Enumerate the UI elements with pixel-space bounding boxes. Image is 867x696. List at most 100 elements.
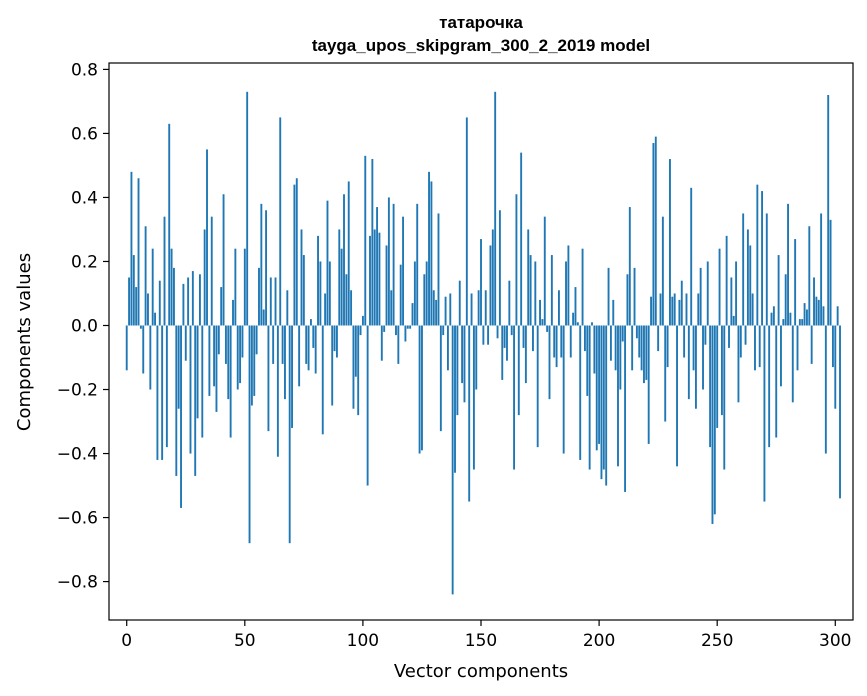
bar bbox=[787, 203, 789, 326]
bar bbox=[810, 325, 813, 364]
bar bbox=[210, 216, 213, 326]
plot-frame bbox=[108, 62, 854, 621]
bar bbox=[484, 290, 487, 326]
bar bbox=[513, 325, 516, 470]
bar bbox=[628, 207, 631, 326]
bar bbox=[496, 325, 499, 339]
bar bbox=[130, 171, 133, 326]
bar bbox=[378, 232, 381, 326]
y-tick-label: −0.8 bbox=[57, 573, 98, 593]
bar bbox=[602, 325, 605, 470]
bar bbox=[498, 210, 501, 326]
bar bbox=[685, 293, 688, 326]
bar bbox=[404, 325, 407, 342]
bar bbox=[255, 325, 258, 355]
bar bbox=[782, 319, 785, 326]
bar bbox=[335, 325, 338, 358]
bar bbox=[361, 315, 364, 326]
bar bbox=[581, 248, 584, 326]
bar bbox=[595, 325, 598, 451]
bar bbox=[364, 155, 367, 326]
bar bbox=[775, 325, 778, 438]
bar bbox=[191, 271, 194, 326]
bar bbox=[527, 229, 530, 326]
bar bbox=[305, 325, 308, 364]
bar bbox=[789, 312, 792, 326]
bar bbox=[373, 229, 376, 326]
bar bbox=[555, 325, 558, 368]
bar bbox=[560, 325, 563, 358]
bar bbox=[470, 293, 473, 326]
bar bbox=[312, 325, 315, 348]
bar bbox=[236, 325, 239, 390]
bar bbox=[416, 203, 419, 326]
bar bbox=[638, 325, 641, 358]
bar bbox=[446, 325, 449, 371]
bar bbox=[744, 325, 747, 345]
bar bbox=[291, 325, 293, 428]
bar bbox=[328, 261, 331, 326]
bar bbox=[267, 325, 270, 432]
bar bbox=[612, 299, 615, 326]
bar bbox=[149, 325, 152, 390]
bar bbox=[839, 325, 841, 499]
bar bbox=[576, 322, 579, 326]
bar bbox=[487, 325, 490, 345]
bar bbox=[385, 245, 388, 326]
bar bbox=[369, 235, 371, 326]
bar bbox=[298, 325, 301, 387]
bar bbox=[234, 248, 237, 326]
bar bbox=[772, 306, 775, 326]
bar bbox=[720, 325, 723, 416]
bar bbox=[269, 277, 272, 326]
bar bbox=[383, 325, 386, 332]
bar bbox=[163, 216, 166, 326]
bar bbox=[806, 309, 808, 326]
bar bbox=[647, 325, 650, 444]
bar bbox=[794, 239, 797, 326]
bar bbox=[357, 325, 360, 416]
x-tick-label: 100 bbox=[347, 631, 379, 651]
x-tick-label: 300 bbox=[819, 631, 851, 651]
y-tick-label: −0.2 bbox=[57, 381, 98, 401]
bar bbox=[402, 216, 404, 326]
bar bbox=[468, 325, 471, 502]
bar bbox=[529, 255, 532, 326]
bar bbox=[524, 325, 527, 384]
bar bbox=[798, 319, 801, 326]
bar bbox=[397, 325, 400, 364]
bar bbox=[536, 325, 539, 448]
bar bbox=[439, 325, 442, 432]
bar bbox=[300, 229, 303, 326]
bar bbox=[543, 216, 546, 326]
bar bbox=[683, 325, 686, 358]
bar bbox=[815, 296, 818, 326]
bar bbox=[824, 325, 827, 454]
bar bbox=[725, 235, 728, 326]
bar bbox=[654, 136, 657, 326]
bar bbox=[189, 325, 192, 454]
bar bbox=[215, 325, 218, 412]
bar bbox=[347, 181, 350, 326]
bar bbox=[310, 319, 312, 326]
bar bbox=[321, 325, 324, 435]
bar bbox=[227, 325, 230, 400]
bar bbox=[206, 149, 208, 326]
bar bbox=[704, 325, 707, 345]
bar bbox=[139, 325, 142, 329]
bar bbox=[456, 325, 459, 416]
x-tick-label: 150 bbox=[465, 631, 497, 651]
bar bbox=[437, 213, 440, 326]
bar bbox=[553, 325, 556, 358]
bar bbox=[359, 325, 362, 336]
x-tick-label: 50 bbox=[234, 631, 256, 651]
bar bbox=[803, 303, 806, 326]
bar bbox=[754, 325, 756, 371]
bar bbox=[746, 229, 749, 326]
bar bbox=[449, 293, 452, 326]
bar bbox=[718, 248, 721, 326]
bar bbox=[650, 296, 652, 326]
bar bbox=[569, 325, 572, 358]
bar bbox=[194, 325, 197, 476]
